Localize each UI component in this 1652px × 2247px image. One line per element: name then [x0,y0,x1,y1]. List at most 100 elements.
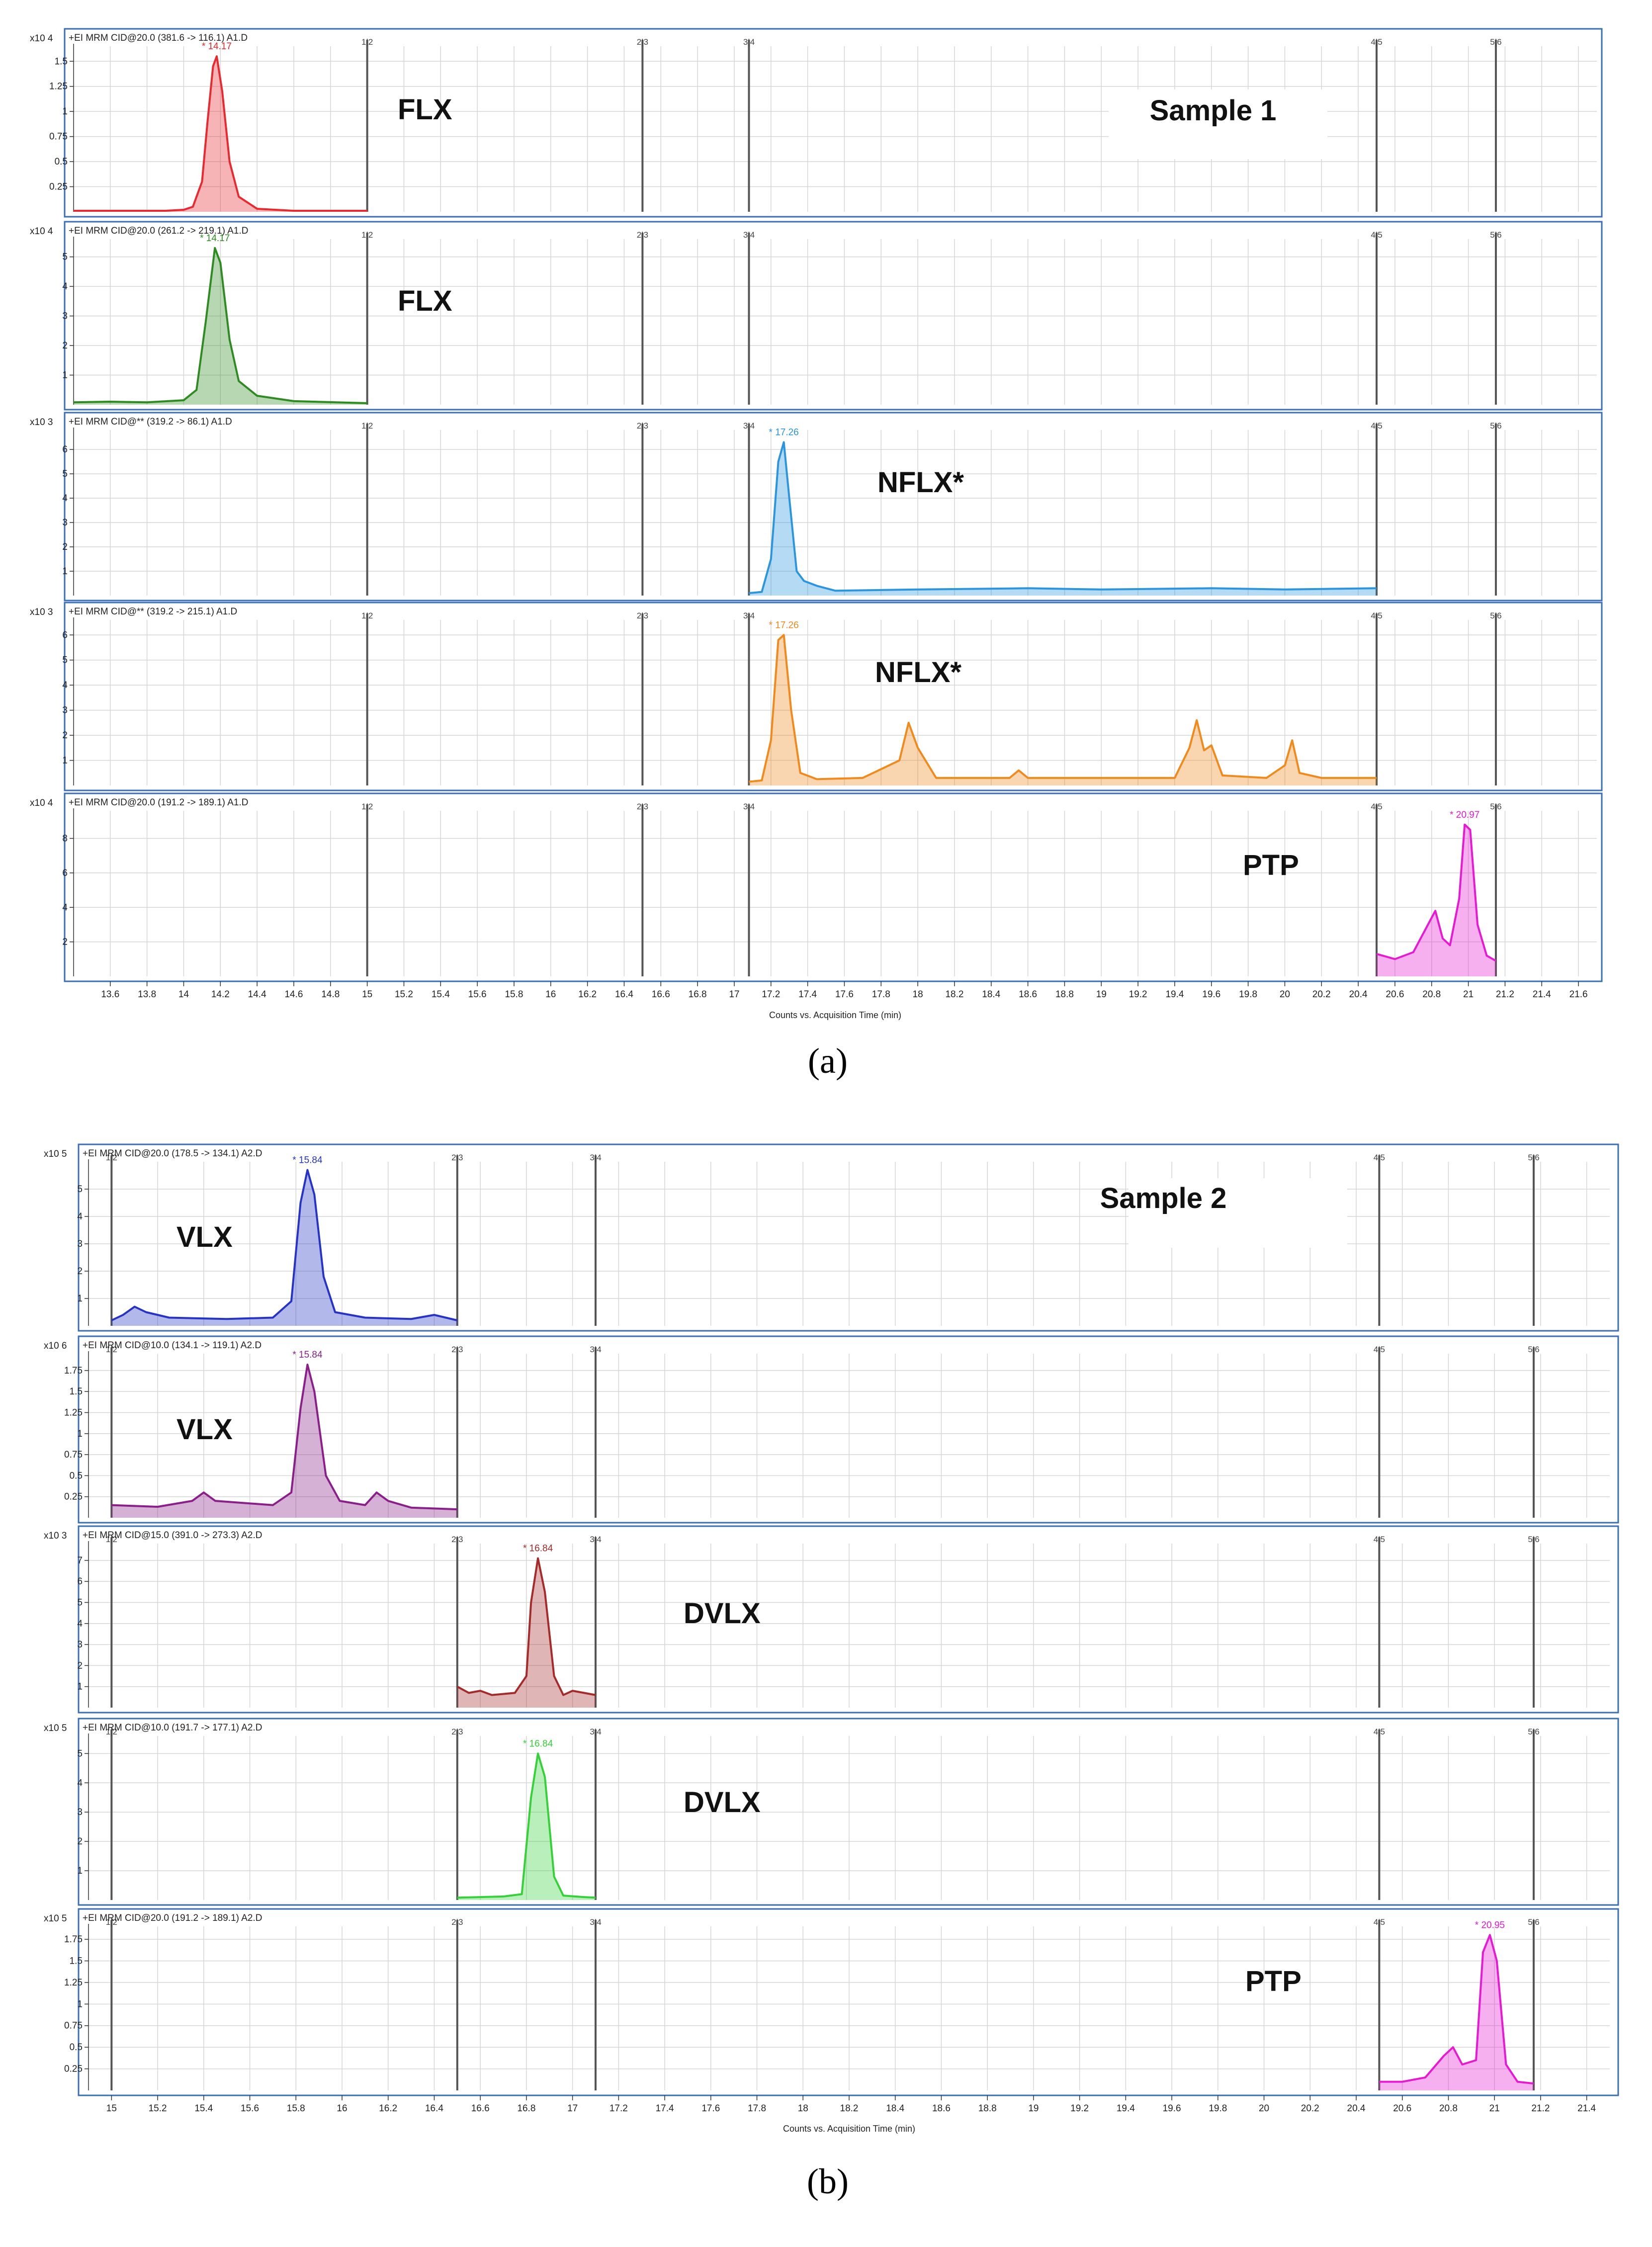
x-tick-label: 18.8 [1055,989,1074,1000]
chromatogram-panel: 1 2 3 4 5 1|2 2|3 3|4 4|5 5|6 x10 4 +EI MRM CID@20.… [30,221,1603,411]
panel-frame [64,28,1603,218]
x-tick-label: 20.8 [1422,989,1441,1000]
panel-title: +EI MRM CID@20.0 (261.2 -> 219.1) A1.D [69,226,248,236]
segment-label: 2|3 [637,611,648,620]
x-tick-label: 18.4 [982,989,1000,1000]
segment-label: 4|5 [1374,1535,1385,1544]
x-tick-label: 21.2 [1496,989,1514,1000]
segment-label: 3|4 [743,230,755,240]
x-tick-label: 15.2 [149,2103,167,2114]
trace-line [74,55,367,212]
segment-label: 1|2 [361,421,373,431]
x-tick-label: 17 [729,989,739,1000]
x-tick-label: 21.4 [1577,2103,1596,2114]
x-tick-label: 21 [1489,2103,1500,2114]
panel-frame [78,1525,1619,1714]
x-tick-label: 15 [362,989,372,1000]
x-tick-label: 19.4 [1117,2103,1135,2114]
trace-line [111,1364,457,1511]
y-tick-label: 0.75 [64,2021,83,2031]
segment-label: 2|3 [637,421,648,431]
peak-fill [74,248,367,405]
y-tick-label: 0.25 [64,2064,83,2074]
x-tick-label: 20.2 [1312,989,1331,1000]
compound-annotation: NFLX* [875,656,961,689]
figure-caption: (a) [808,1041,848,1081]
peak-retention-label: * 20.95 [1475,1920,1505,1930]
segment-label: 2|3 [451,1535,463,1544]
peak-fill [457,1753,596,1900]
y-tick-label: 1.25 [49,82,68,92]
chromatogram-panel: 0.25 0.5 0.75 1 1.25 1.5 1|2 2|3 3|4 4|5 5|6 x10 4 +… [30,28,1603,218]
y-tick-label: 2 [62,937,68,948]
compound-annotation: DVLX [684,1786,761,1818]
y-tick-label: 4 [62,493,68,504]
y-tick-label: 5 [77,1597,83,1608]
y-tick-label: 3 [77,1807,83,1817]
trace-line [1376,823,1496,962]
segment-label: 4|5 [1374,1345,1385,1354]
x-tick-label: 20.6 [1386,989,1404,1000]
trace-line [73,247,367,405]
panel-title: +EI MRM CID@20.0 (381.6 -> 116.1) A1.D [69,33,248,43]
trace-line [749,634,1377,783]
sample-label: Sample 1 [1150,94,1277,127]
peak-fill [1377,824,1496,976]
compound-annotation: FLX [398,93,452,126]
y-tick-label: 1.5 [70,1386,83,1397]
x-tick-label: 18.2 [945,989,963,1000]
x-tick-label: 17.2 [762,989,780,1000]
y-tick-label: 3 [77,1640,83,1650]
segment-label: 2|3 [451,1345,463,1354]
segment-label: 4|5 [1374,1727,1385,1736]
y-tick-label: 1 [62,370,68,381]
y-tick-label: 1 [77,1429,83,1439]
panel-title: +EI MRM CID@20.0 (191.2 -> 189.1) A2.D [83,1913,262,1923]
y-tick-label: 4 [62,902,68,913]
compound-annotation: VLX [176,1221,233,1253]
peak-retention-label: * 16.84 [523,1544,553,1554]
x-axis-label: Counts vs. Acquisition Time (min) [783,2124,915,2134]
x-tick-label: 21.2 [1531,2103,1550,2114]
x-axis-label: Counts vs. Acquisition Time (min) [769,1010,901,1020]
x-tick-label: 17.6 [835,989,854,1000]
y-tick-label: 4 [77,1211,83,1222]
chromatogram-panel: 1 2 3 4 5 6 1|2 2|3 3|4 4|5 5|6 x10 3 +EI MRM CID@**… [30,412,1603,602]
y-tick-label: 5 [62,655,68,666]
trace-line [456,1557,596,1696]
segment-label: 4|5 [1371,611,1382,620]
x-tick-label: 14.4 [248,989,266,1000]
x-tick-label: 19.8 [1209,2103,1227,2114]
x-tick-label: 16.8 [517,2103,535,2114]
x-tick-label: 20.8 [1439,2103,1458,2114]
x-tick-label: 16.4 [425,2103,443,2114]
x-tick-label: 20.4 [1347,2103,1366,2114]
y-multiplier-label: x10 3 [30,607,53,617]
chromatogram-panel: 1 2 3 4 5 6 7 1|2 2|3 3|4 4|5 5|6 x10 3 +EI MRM CID@1… [44,1525,1619,1714]
y-tick-label: 2 [62,542,68,552]
x-tick-label: 17.4 [656,2103,674,2114]
segment-label: 4|5 [1374,1153,1385,1162]
sample-label-box [1129,1178,1347,1248]
x-tick-label: 17.6 [701,2103,720,2114]
y-tick-label: 5 [77,1748,83,1759]
segment-label: 2|3 [637,802,648,811]
segment-label: 3|4 [590,1345,601,1354]
y-tick-label: 0.75 [64,1450,83,1460]
x-tick-label: 19.2 [1129,989,1147,1000]
peak-fill [74,56,367,212]
x-tick-label: 14.2 [211,989,230,1000]
x-tick-label: 20.6 [1393,2103,1411,2114]
y-tick-label: 2 [77,1836,83,1847]
x-tick-label: 18.6 [932,2103,951,2114]
y-multiplier-label: x10 4 [30,226,53,237]
segment-label: 3|4 [590,1727,601,1736]
x-tick-label: 13.8 [138,989,156,1000]
panel-title: +EI MRM CID@20.0 (178.5 -> 134.1) A2.D [83,1148,262,1159]
segment-label: 5|6 [1490,421,1501,431]
x-tick-label: 15.8 [287,2103,305,2114]
y-tick-label: 4 [77,1778,83,1788]
segment-label: 2|3 [451,1153,463,1162]
chromatogram-panel: 0.25 0.5 0.75 1 1.25 1.5 1.75 1|2 2|3 3|4 4|5 5|6 x1… [44,1335,1619,1524]
